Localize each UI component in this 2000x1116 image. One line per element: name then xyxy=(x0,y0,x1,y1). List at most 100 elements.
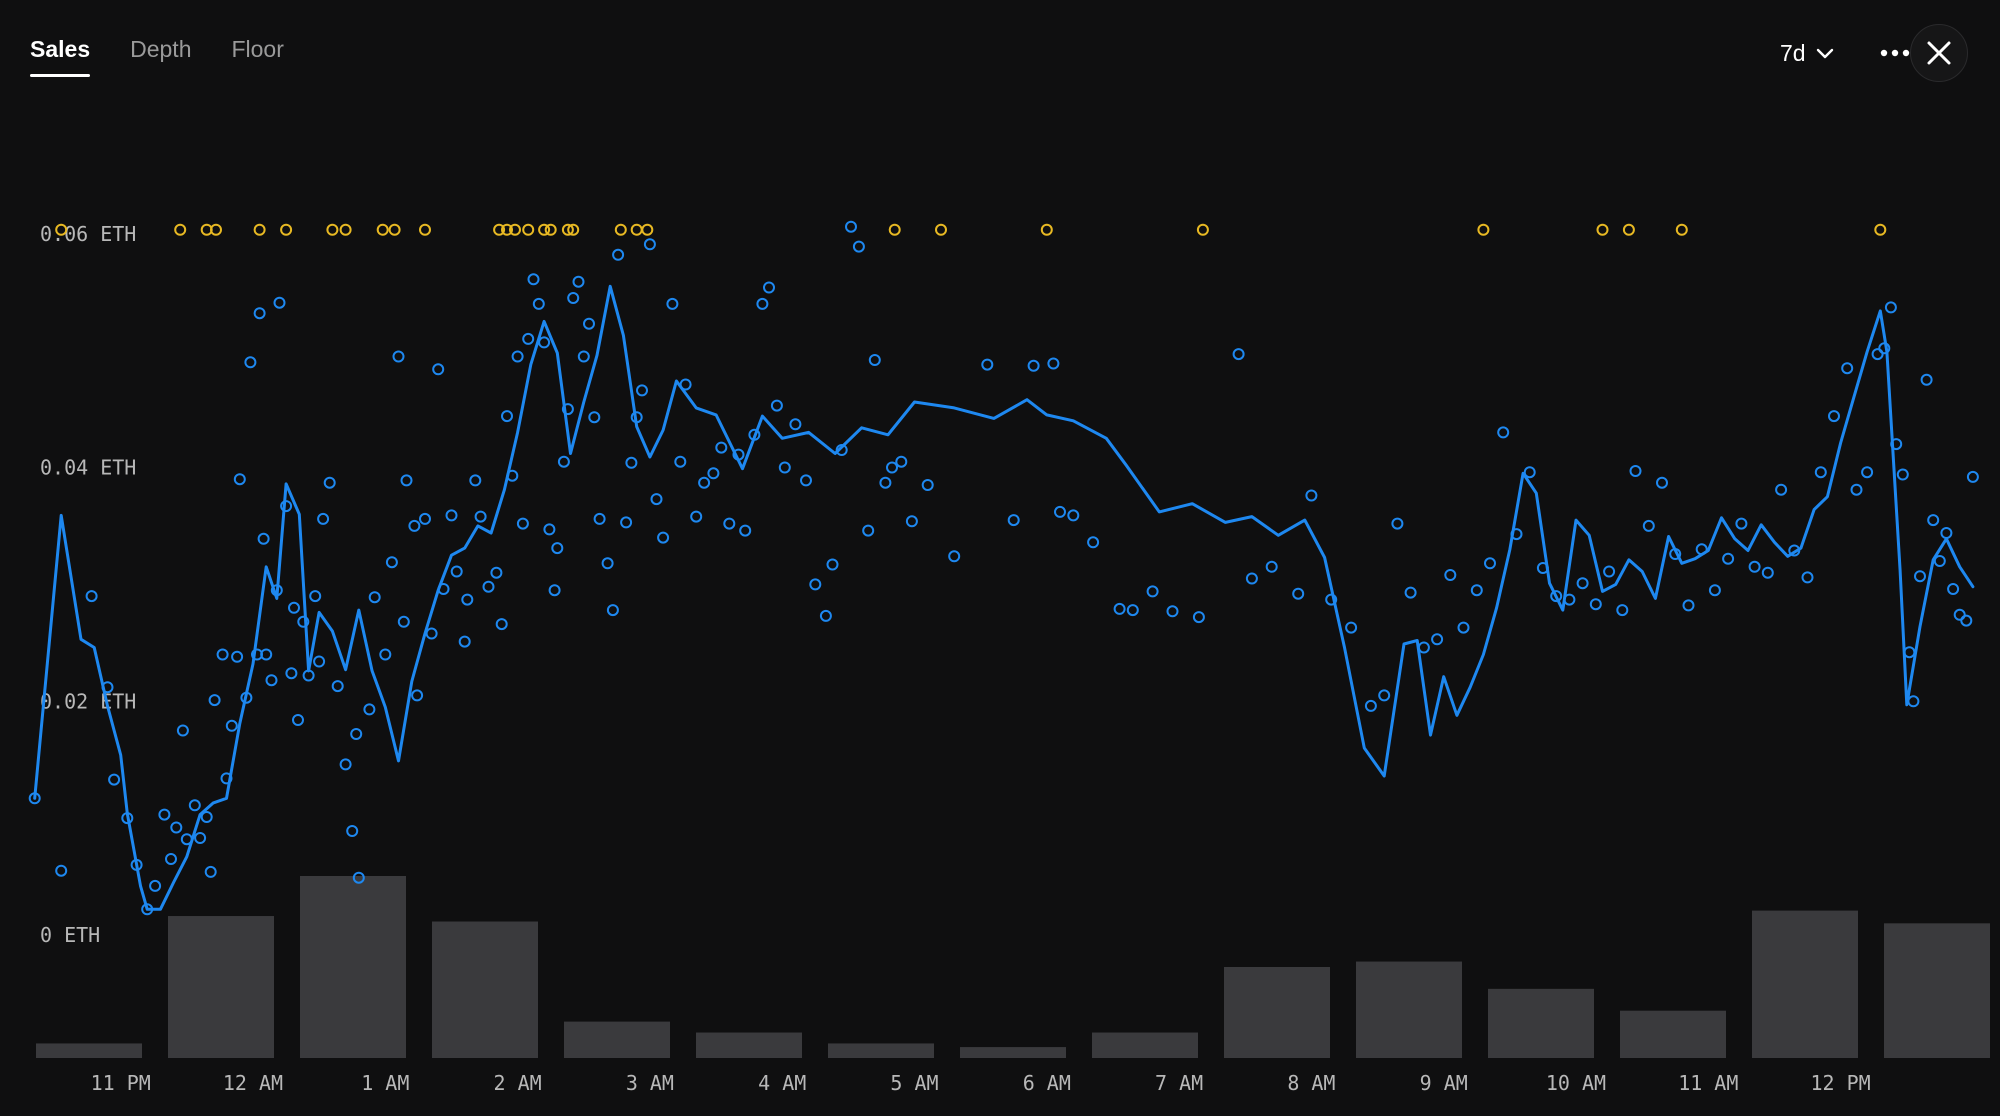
highlighted-sale-point[interactable] xyxy=(1675,223,1688,236)
sale-point[interactable] xyxy=(130,858,143,871)
sale-point[interactable] xyxy=(1940,527,1953,539)
time-range-select[interactable]: 7d xyxy=(1780,40,1834,67)
sale-point[interactable] xyxy=(1656,476,1668,489)
sale-point[interactable] xyxy=(288,601,300,614)
highlighted-sale-point[interactable] xyxy=(326,223,339,236)
sale-point[interactable] xyxy=(501,410,513,423)
sale-point[interactable] xyxy=(921,479,934,491)
sale-point[interactable] xyxy=(437,583,450,595)
sale-point[interactable] xyxy=(1850,483,1863,496)
sale-point[interactable] xyxy=(557,455,570,468)
sale-point[interactable] xyxy=(85,590,98,603)
highlighted-sale-point[interactable] xyxy=(55,223,68,236)
sale-point[interactable] xyxy=(522,332,535,345)
sale-point[interactable] xyxy=(346,825,359,837)
sale-point[interactable] xyxy=(1903,646,1916,659)
sale-point[interactable] xyxy=(331,680,344,693)
sale-point[interactable] xyxy=(1457,621,1470,634)
sale-point[interactable] xyxy=(1444,569,1457,581)
sale-point[interactable] xyxy=(1735,517,1748,530)
sale-point[interactable] xyxy=(636,384,648,397)
sale-point[interactable] xyxy=(543,523,556,536)
highlighted-sale-point[interactable] xyxy=(1040,223,1053,236)
sale-point[interactable] xyxy=(285,667,298,680)
sale-point[interactable] xyxy=(561,403,574,416)
sale-point[interactable] xyxy=(1192,611,1205,624)
sale-point[interactable] xyxy=(1431,633,1444,646)
sale-point[interactable] xyxy=(1166,605,1179,618)
sale-point[interactable] xyxy=(1629,465,1642,477)
sale-point[interactable] xyxy=(379,648,392,661)
sale-point[interactable] xyxy=(588,411,601,424)
sale-point[interactable] xyxy=(1878,342,1891,355)
sale-point[interactable] xyxy=(1364,699,1377,712)
highlighted-sale-point[interactable] xyxy=(561,223,574,236)
sale-point[interactable] xyxy=(674,455,687,468)
sale-point[interactable] xyxy=(819,609,832,622)
sale-point[interactable] xyxy=(1695,543,1708,556)
sale-point[interactable] xyxy=(204,865,217,878)
sale-point[interactable] xyxy=(1523,466,1536,479)
sale-point[interactable] xyxy=(461,593,474,606)
sale-point[interactable] xyxy=(657,531,670,544)
sale-point[interactable] xyxy=(1871,348,1884,361)
sale-point[interactable] xyxy=(216,648,229,661)
sale-point[interactable] xyxy=(1708,584,1721,597)
sale-point[interactable] xyxy=(1933,555,1946,567)
sale-point[interactable] xyxy=(707,467,720,480)
sale-point[interactable] xyxy=(302,669,315,682)
sale-point[interactable] xyxy=(879,476,892,489)
sale-point[interactable] xyxy=(208,694,221,707)
sale-point[interactable] xyxy=(1960,614,1973,627)
sale-point[interactable] xyxy=(948,550,961,563)
sale-point[interactable] xyxy=(1896,468,1909,481)
sale-point[interactable] xyxy=(323,476,336,489)
sale-point[interactable] xyxy=(1761,566,1774,579)
sale-point[interactable] xyxy=(1484,557,1496,570)
sale-point[interactable] xyxy=(450,565,463,578)
sale-point[interactable] xyxy=(756,297,769,310)
highlighted-sale-point[interactable] xyxy=(376,223,389,236)
sale-point[interactable] xyxy=(1722,552,1735,565)
sale-point[interactable] xyxy=(1345,621,1358,634)
sale-point[interactable] xyxy=(1391,517,1404,530)
sale-point[interactable] xyxy=(458,635,471,648)
highlighted-sale-point[interactable] xyxy=(388,223,401,236)
sale-point[interactable] xyxy=(1292,587,1305,600)
sale-point[interactable] xyxy=(1927,514,1940,527)
sale-point[interactable] xyxy=(108,773,121,786)
sale-point[interactable] xyxy=(180,833,193,846)
sale-point[interactable] xyxy=(572,275,585,288)
sale-point[interactable] xyxy=(1861,466,1874,479)
sale-point[interactable] xyxy=(1788,544,1801,557)
sale-point[interactable] xyxy=(400,474,413,487)
sale-point[interactable] xyxy=(313,655,326,668)
sale-point[interactable] xyxy=(1616,604,1629,617)
sale-point[interactable] xyxy=(1907,695,1920,708)
sale-point[interactable] xyxy=(350,728,363,740)
sale-point[interactable] xyxy=(1417,641,1430,654)
sale-point[interactable] xyxy=(643,238,656,251)
sale-point[interactable] xyxy=(265,674,278,687)
sale-point[interactable] xyxy=(1669,548,1682,560)
sale-point[interactable] xyxy=(260,648,273,661)
tab-floor[interactable]: Floor xyxy=(231,36,284,62)
tab-depth[interactable]: Depth xyxy=(130,36,192,62)
sale-point[interactable] xyxy=(650,493,663,506)
sale-point[interactable] xyxy=(141,903,154,916)
sale-point[interactable] xyxy=(620,516,633,529)
sale-point[interactable] xyxy=(1027,359,1040,372)
highlighted-sale-point[interactable] xyxy=(493,223,506,236)
sale-point[interactable] xyxy=(1470,584,1483,597)
sale-point[interactable] xyxy=(280,500,293,513)
sale-point[interactable] xyxy=(826,558,839,571)
sale-point[interactable] xyxy=(188,799,201,812)
sale-point[interactable] xyxy=(408,519,421,532)
sale-point[interactable] xyxy=(244,356,257,369)
sale-point[interactable] xyxy=(317,512,330,525)
sale-point[interactable] xyxy=(868,354,881,366)
sale-point[interactable] xyxy=(1748,560,1761,573)
sale-point[interactable] xyxy=(583,317,595,330)
sale-point[interactable] xyxy=(1054,505,1066,518)
highlighted-sale-point[interactable] xyxy=(174,223,187,236)
